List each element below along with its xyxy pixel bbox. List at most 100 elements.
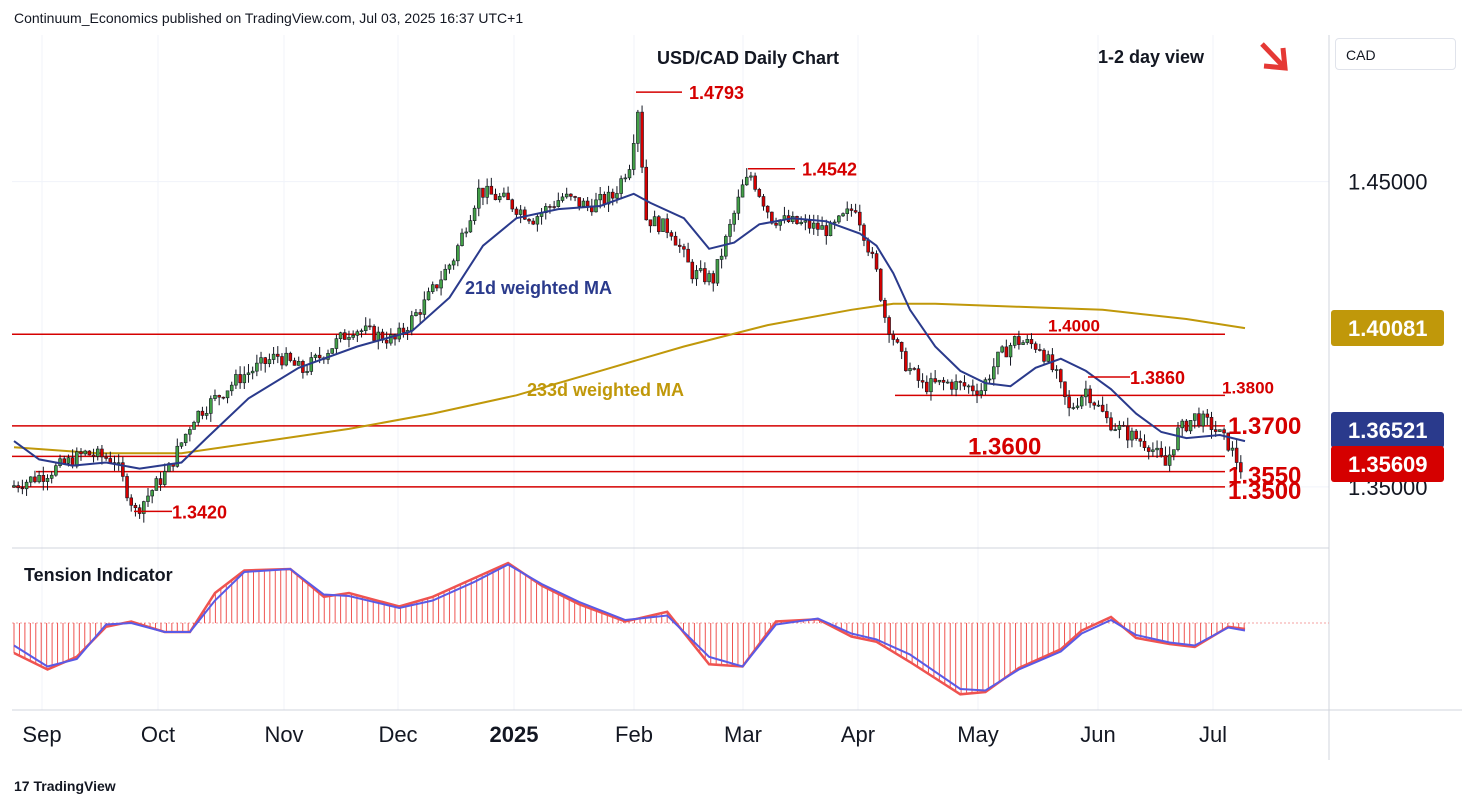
candle	[891, 330, 896, 346]
candle-body	[858, 211, 862, 226]
badge-bg	[1331, 412, 1444, 448]
candle	[539, 207, 544, 225]
candle-body	[481, 187, 485, 198]
candle-body	[707, 273, 711, 283]
candle-body	[1121, 425, 1126, 427]
candle-body	[1096, 404, 1101, 407]
candle-body	[677, 244, 682, 247]
candle	[987, 374, 992, 384]
chart-title: USD/CAD Daily Chart	[657, 48, 839, 68]
candle	[271, 347, 276, 365]
badge-bg	[1331, 310, 1444, 346]
candle-body	[908, 368, 912, 372]
tension-label: Tension Indicator	[24, 565, 173, 585]
price-badge: 1.36521	[1331, 412, 1444, 448]
candle-body	[636, 111, 640, 144]
candle-body	[619, 178, 623, 194]
level-label: 1.3700	[1228, 413, 1301, 440]
candle-body	[49, 474, 54, 479]
candle-body	[891, 333, 896, 340]
x-tick-label: Nov	[264, 722, 303, 747]
candle	[799, 216, 803, 226]
candle-body	[996, 351, 1000, 368]
candle	[665, 213, 669, 239]
candle-body	[142, 501, 146, 514]
candle	[242, 366, 247, 390]
x-tick-label: Mar	[724, 722, 762, 747]
pane-borders	[12, 35, 1462, 760]
candle	[276, 346, 280, 364]
candle	[548, 204, 552, 214]
candle	[849, 203, 854, 217]
candle-body	[1038, 349, 1042, 351]
candle-body	[41, 475, 46, 482]
x-tick-label: Feb	[615, 722, 653, 747]
candle	[451, 258, 456, 270]
candle	[1096, 400, 1101, 407]
candle-body	[338, 332, 343, 340]
candle-body	[451, 260, 456, 266]
candle-body	[20, 487, 25, 490]
candle-body	[577, 197, 582, 207]
candle-body	[866, 240, 870, 253]
candle-body	[615, 193, 619, 199]
candle	[916, 364, 921, 388]
candle	[795, 215, 799, 225]
candle	[334, 334, 339, 354]
candle-body	[162, 471, 167, 485]
attribution-text: Continuum_Economics published on Trading…	[14, 10, 524, 26]
annotation-label: 1.3860	[1130, 368, 1185, 388]
grid-lines	[12, 35, 1329, 710]
candle	[229, 381, 234, 396]
candle-body	[560, 196, 565, 201]
candle	[234, 369, 238, 390]
candle-body	[343, 332, 347, 340]
chart-titles: 21d weighted MA 233d weighted MA USD/CAD D…	[465, 42, 1288, 400]
candle-body	[631, 143, 636, 170]
candle-body	[698, 268, 703, 271]
currency-label[interactable]: CAD	[1335, 38, 1456, 70]
candle	[523, 206, 527, 220]
candle-body	[384, 339, 389, 344]
candle	[1021, 340, 1025, 346]
candle	[330, 348, 334, 354]
candle	[196, 410, 200, 426]
candle-body	[1008, 345, 1013, 358]
candle	[267, 353, 272, 368]
y-tick-label: 1.45000	[1348, 170, 1428, 195]
candle	[899, 341, 904, 360]
candle-body	[958, 381, 963, 383]
candle-body	[363, 325, 368, 332]
candle-body	[1218, 429, 1222, 432]
candle	[1155, 440, 1159, 459]
candle-body	[845, 208, 849, 214]
candle-body	[1113, 429, 1117, 431]
candle	[958, 380, 963, 391]
wma233-line	[13, 302, 1246, 455]
candle-body	[849, 208, 854, 211]
candle-body	[179, 442, 184, 447]
candle-body	[703, 268, 707, 283]
candle	[556, 192, 561, 208]
candle	[908, 362, 912, 375]
candle-body	[1000, 346, 1004, 353]
candle	[954, 374, 958, 397]
candle-body	[1172, 449, 1176, 456]
level-label: 1.4000	[1048, 316, 1100, 335]
candle-body	[1167, 454, 1172, 466]
candle-body	[652, 216, 657, 227]
candle	[485, 178, 489, 205]
candle	[933, 370, 937, 384]
candle-body	[221, 396, 226, 399]
candle-body	[657, 216, 661, 232]
candle	[246, 364, 251, 383]
candle-body	[744, 176, 749, 186]
candle	[560, 193, 565, 203]
candle	[564, 187, 569, 199]
candle-body	[510, 199, 515, 210]
x-tick-label: May	[957, 722, 999, 747]
candle	[338, 331, 343, 343]
candle	[1000, 345, 1004, 354]
candle	[581, 198, 586, 207]
